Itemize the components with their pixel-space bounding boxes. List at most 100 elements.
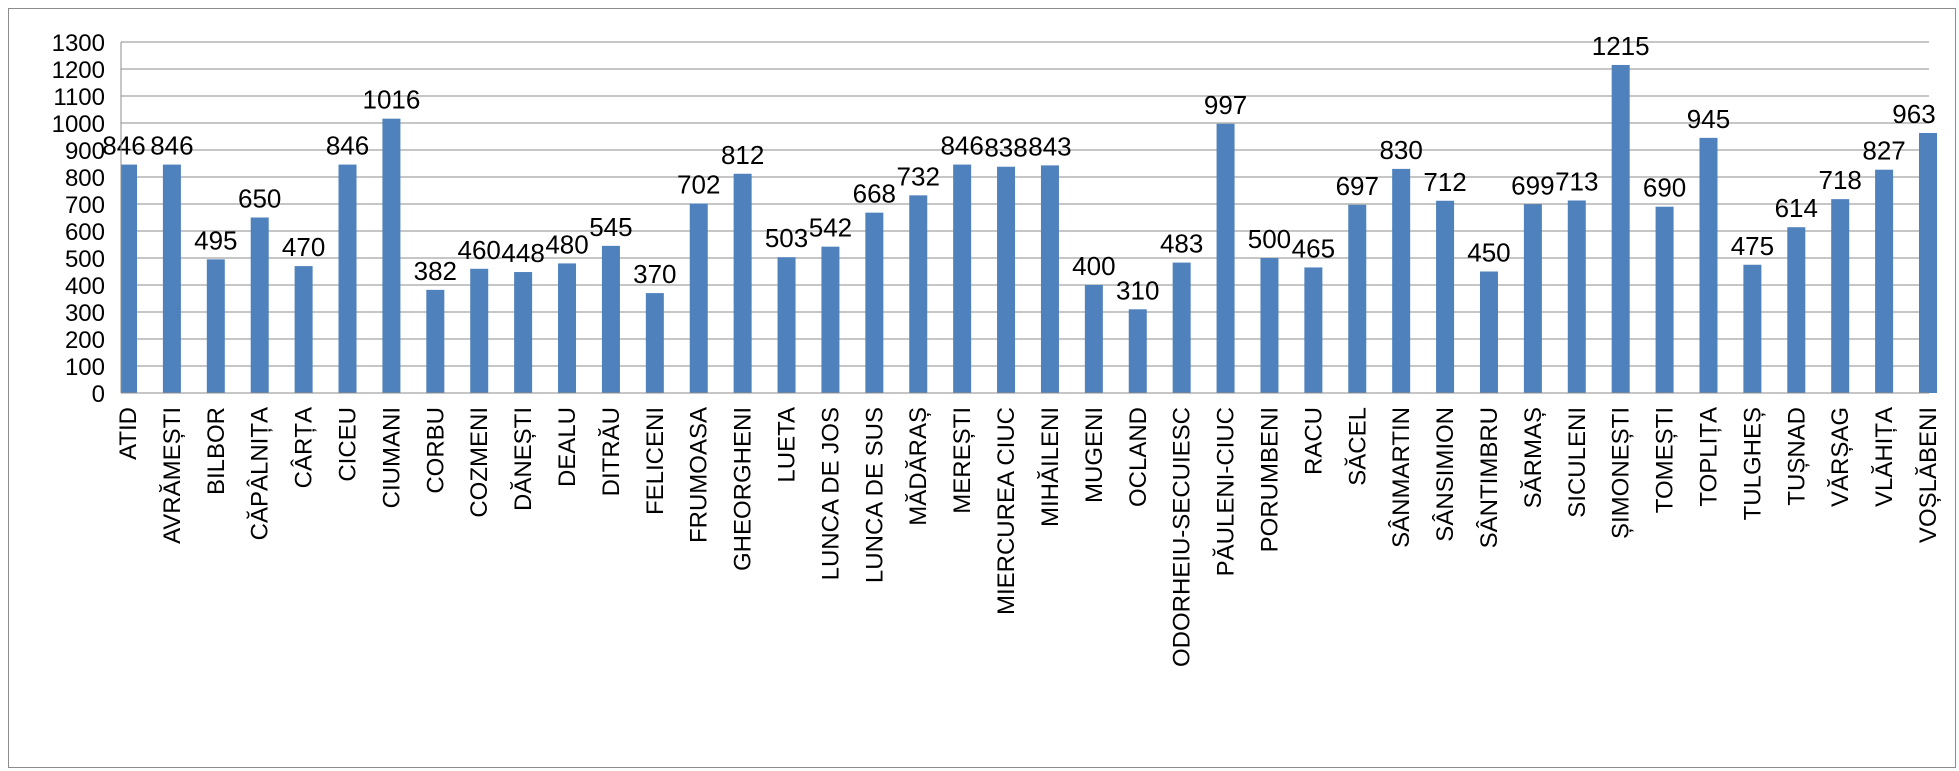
data-label: 846: [940, 131, 983, 161]
data-label: 450: [1467, 238, 1510, 268]
bar: [162, 164, 181, 393]
data-label: 846: [150, 131, 193, 161]
data-label: 650: [238, 184, 281, 214]
bar: [1743, 264, 1762, 393]
category-label: AVRĂMEȘTI: [159, 407, 186, 544]
data-label: 310: [1116, 275, 1159, 305]
bar: [1611, 64, 1630, 393]
bar-chart: 0100200300400500600700800900100011001200…: [52, 30, 1942, 667]
data-label: 702: [677, 169, 720, 199]
bar: [1523, 204, 1542, 393]
bar: [382, 118, 401, 394]
bar: [601, 245, 620, 393]
bar: [1567, 200, 1586, 393]
y-tick-label: 600: [65, 219, 105, 246]
y-tick-label: 800: [65, 165, 105, 192]
bar: [1919, 132, 1937, 393]
data-label: 1215: [1592, 31, 1650, 61]
category-label: DĂNEȘTI: [510, 407, 537, 511]
bar: [514, 272, 533, 393]
data-label: 495: [194, 225, 237, 255]
bar: [645, 293, 664, 393]
y-tick-label: 900: [65, 138, 105, 165]
category-label: BILBOR: [203, 407, 230, 495]
bar: [953, 164, 972, 393]
y-tick-label: 1300: [52, 30, 105, 57]
chart-frame: 0 100 200 300 400 500 600 700 800 900 1000 1100 1200…: [8, 8, 1956, 768]
bar: [1260, 258, 1279, 393]
category-label: MUGENI: [1081, 407, 1108, 503]
bar: [909, 195, 928, 393]
bar: [865, 212, 884, 393]
data-label: 963: [1892, 99, 1935, 129]
category-label: DITRĂU: [598, 407, 625, 496]
data-label: 480: [545, 229, 588, 259]
bar: [294, 266, 313, 393]
data-label: 475: [1731, 231, 1774, 261]
category-label: VĂRȘAG: [1827, 407, 1854, 507]
bar: [1216, 123, 1235, 393]
category-label: CICEU: [335, 407, 362, 482]
data-label: 545: [589, 212, 632, 242]
data-label: 483: [1160, 229, 1203, 259]
data-label: 812: [721, 140, 764, 170]
bar: [426, 289, 445, 393]
y-tick-label: 400: [65, 273, 105, 300]
bar: [1040, 165, 1059, 393]
bar: [250, 217, 269, 393]
data-label: 712: [1423, 167, 1466, 197]
data-label: 713: [1555, 166, 1598, 196]
data-label: 838: [984, 133, 1027, 163]
category-label: ODORHEIU-SECUIESC: [1169, 407, 1196, 667]
category-label: ȘIMONEȘTI: [1608, 407, 1635, 539]
y-tick-label: 300: [65, 300, 105, 327]
bar: [689, 203, 708, 393]
bar: [733, 173, 752, 393]
data-label: 382: [414, 256, 457, 286]
bar: [1392, 168, 1411, 393]
data-label: 732: [897, 161, 940, 191]
data-label: 503: [765, 223, 808, 253]
category-label: COZMENI: [466, 407, 493, 518]
category-label: SICULENI: [1564, 407, 1591, 518]
bar: [1304, 267, 1323, 393]
category-label: SĂRMAȘ: [1520, 407, 1547, 508]
category-label: MEREȘTI: [949, 407, 976, 514]
category-label: DEALU: [554, 407, 581, 487]
category-label: LUNCA DE SUS: [861, 407, 888, 583]
category-label: TULGHEȘ: [1739, 407, 1766, 520]
category-label: CĂPÂLNIȚA: [247, 407, 274, 540]
bar: [1128, 309, 1147, 393]
category-label: VLĂHIȚA: [1871, 407, 1898, 507]
data-label: 470: [282, 232, 325, 262]
data-label: 697: [1336, 171, 1379, 201]
category-label: LUNCA DE JOS: [817, 407, 844, 580]
category-label: GHEORGHENI: [730, 407, 757, 571]
data-label: 1016: [362, 85, 420, 115]
category-label: SÂNSIMION: [1432, 407, 1459, 542]
bar: [1348, 204, 1367, 393]
category-label: CÂRȚA: [291, 407, 318, 488]
y-tick-label: 200: [65, 327, 105, 354]
data-label: 945: [1687, 104, 1730, 134]
bar: [1479, 271, 1498, 393]
data-label: 370: [633, 259, 676, 289]
bar: [1875, 169, 1894, 393]
category-label: TUȘNAD: [1783, 407, 1810, 506]
data-label: 668: [853, 179, 896, 209]
bar: [1084, 285, 1103, 393]
category-label: TOMEȘTI: [1652, 407, 1679, 513]
y-axis-ticks: 0100200300400500600700800900100011001200…: [52, 30, 105, 408]
y-tick-label: 100: [65, 354, 105, 381]
y-tick-label: 1200: [52, 57, 105, 84]
category-label: ATID: [115, 407, 142, 460]
category-label: RACU: [1300, 407, 1327, 475]
data-label: 827: [1862, 136, 1905, 166]
category-label: SÂNTIMBRU: [1476, 407, 1503, 548]
category-label: OCLAND: [1125, 407, 1152, 507]
bar: [777, 257, 796, 393]
bar: [1787, 227, 1806, 393]
x-axis-categories: ATID AVRĂMEȘTI BILBOR CĂPÂLNIȚA CÂRȚA CICEU CI…: [115, 407, 1942, 667]
bar: [1655, 206, 1674, 393]
